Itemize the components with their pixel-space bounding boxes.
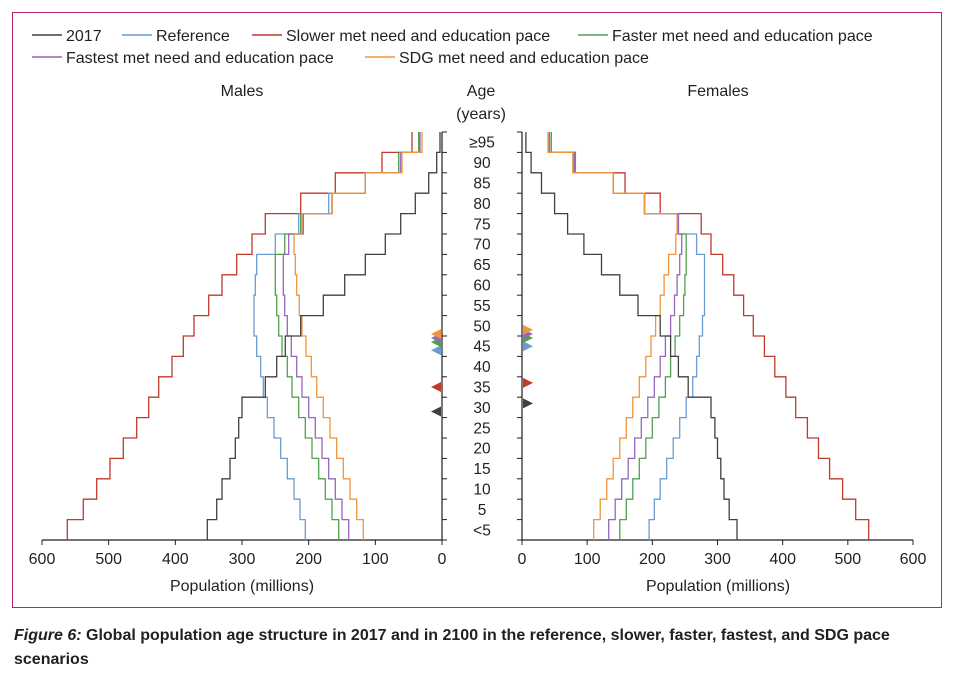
x-tick-label-males-0: 0 bbox=[438, 551, 447, 568]
legend-label-fastest: Fastest met need and education pace bbox=[66, 50, 334, 67]
x-axis-label-males: Population (millions) bbox=[170, 578, 314, 595]
x-tick-label-males-100: 100 bbox=[362, 551, 389, 568]
series-line-males-slower bbox=[66, 132, 413, 540]
median-marker-males-slower bbox=[431, 382, 441, 392]
axes: 0 0 100 100 200 200 300 300 400 400 500 500 600 600 bbox=[29, 131, 927, 568]
x-tick-label-males-400: 400 bbox=[162, 551, 189, 568]
age-label-1: 5 bbox=[478, 502, 487, 519]
x-tick-label-males-600: 600 bbox=[29, 551, 56, 568]
age-label-13: 65 bbox=[473, 257, 490, 274]
legend-label-reference: Reference bbox=[156, 28, 230, 45]
legend-label-2017: 2017 bbox=[66, 28, 102, 45]
figure-frame bbox=[12, 12, 942, 608]
figure-label: Figure 6: bbox=[14, 627, 82, 644]
age-label-8: 40 bbox=[473, 359, 491, 376]
age-label-6: 30 bbox=[473, 400, 491, 417]
age-label-3: 15 bbox=[473, 461, 490, 478]
x-tick-label-males-200: 200 bbox=[295, 551, 322, 568]
median-age-markers bbox=[431, 324, 533, 417]
age-axis-title-line1: Age bbox=[467, 83, 496, 100]
x-tick-label-females-600: 600 bbox=[900, 551, 927, 568]
x-tick-label-females-0: 0 bbox=[518, 551, 527, 568]
legend: 2017 Reference Slower met need and educati… bbox=[32, 28, 873, 67]
series-line-females-2017 bbox=[525, 132, 738, 540]
x-tick-label-females-500: 500 bbox=[834, 551, 861, 568]
age-label-7: 35 bbox=[473, 380, 490, 397]
age-tick-labels: <5 5 10 15 20 25 30 35 40 45 50 55 60 65 70 75 80 85 90 ≥95 bbox=[469, 135, 495, 540]
age-label-10: 50 bbox=[473, 318, 491, 335]
age-label-18: 90 bbox=[473, 155, 491, 172]
series-line-females-slower bbox=[547, 132, 870, 540]
legend-label-slower: Slower met need and education pace bbox=[286, 28, 550, 45]
median-marker-females-2017 bbox=[523, 398, 533, 409]
median-marker-males-reference bbox=[431, 345, 441, 356]
panel-title-males: Males bbox=[221, 83, 264, 100]
age-label-15: 75 bbox=[473, 216, 490, 233]
age-label-9: 45 bbox=[473, 339, 490, 356]
median-marker-females-slower bbox=[523, 377, 533, 388]
x-axis-label-females: Population (millions) bbox=[646, 578, 790, 595]
age-label-16: 80 bbox=[473, 196, 491, 213]
x-tick-label-females-200: 200 bbox=[639, 551, 666, 568]
median-marker-males-sdg bbox=[431, 328, 441, 339]
age-axis-title-line2: (years) bbox=[456, 106, 506, 123]
age-label-12: 60 bbox=[473, 278, 491, 295]
x-tick-label-females-100: 100 bbox=[574, 551, 601, 568]
x-tick-label-females-400: 400 bbox=[769, 551, 796, 568]
figure-caption: Figure 6: Global population age structur… bbox=[14, 624, 949, 672]
median-marker-females-reference bbox=[523, 341, 533, 352]
series-line-males-2017 bbox=[206, 132, 441, 540]
x-tick-label-males-300: 300 bbox=[229, 551, 256, 568]
legend-label-sdg: SDG met need and education pace bbox=[399, 50, 649, 67]
series-line-males-reference bbox=[253, 132, 420, 540]
age-label-5: 25 bbox=[473, 420, 490, 437]
age-label-19: ≥95 bbox=[469, 135, 495, 152]
panel-title-females: Females bbox=[687, 83, 748, 100]
median-marker-males-2017 bbox=[431, 406, 441, 417]
series-line-males-sdg bbox=[293, 132, 423, 540]
age-label-2: 10 bbox=[473, 482, 491, 499]
population-pyramid-chart: 2017 Reference Slower met need and educati… bbox=[29, 28, 927, 595]
age-label-11: 55 bbox=[473, 298, 490, 315]
series-lines bbox=[66, 132, 870, 540]
x-tick-label-males-500: 500 bbox=[95, 551, 122, 568]
figure-caption-text: Global population age structure in 2017 … bbox=[14, 627, 890, 668]
age-label-0: <5 bbox=[473, 522, 491, 539]
series-line-females-sdg bbox=[547, 132, 678, 540]
age-label-17: 85 bbox=[473, 176, 490, 193]
age-label-4: 20 bbox=[473, 441, 491, 458]
age-label-14: 70 bbox=[473, 237, 491, 254]
median-marker-females-sdg bbox=[523, 324, 533, 335]
x-tick-label-females-300: 300 bbox=[704, 551, 731, 568]
legend-label-faster: Faster met need and education pace bbox=[612, 28, 873, 45]
